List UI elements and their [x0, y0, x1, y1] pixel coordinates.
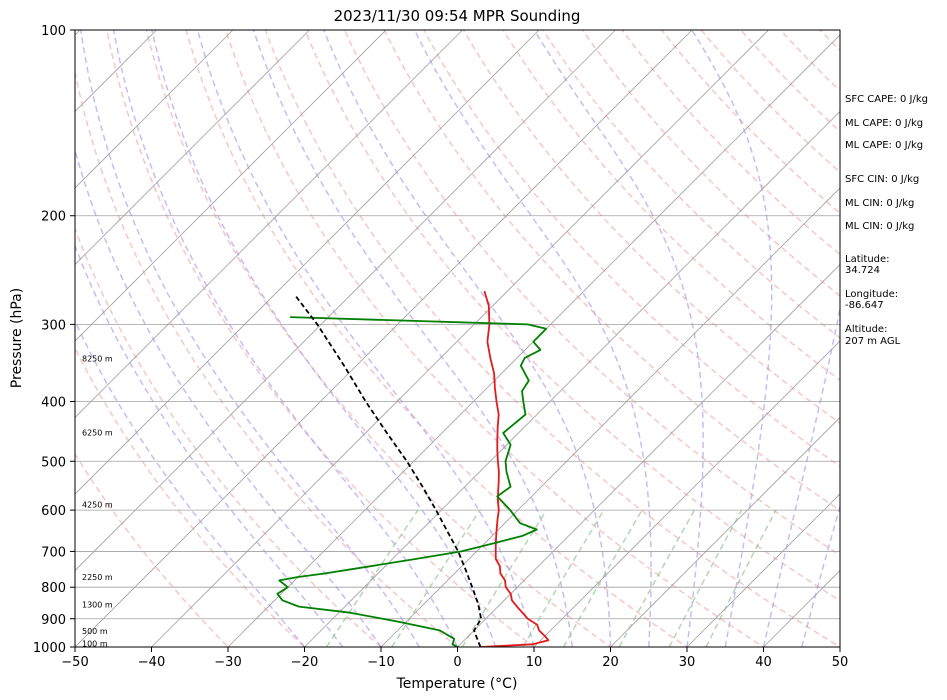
x-tick-label: 10: [526, 655, 543, 670]
dry-adiabat: [145, 30, 612, 647]
ml-cin-label-2: ML CIN: 0 J/kg: [845, 221, 914, 232]
x-tick-label: −10: [367, 655, 394, 670]
profile-line-2: [295, 295, 482, 647]
isotherm: [75, 30, 616, 572]
dry-adiabat: [502, 30, 840, 382]
moist-adiabat: [75, 243, 344, 647]
x-tick-label: −40: [138, 655, 165, 670]
y-tick-label: 700: [41, 545, 66, 560]
moist-adiabat: [79, 30, 420, 647]
dry-adiabat: [185, 30, 689, 647]
background-lines: [0, 30, 840, 647]
altitude-value: 207 m AGL: [845, 336, 901, 347]
moist-adiabat: [196, 30, 535, 647]
moist-adiabat: [112, 30, 459, 647]
y-tick-label: 200: [41, 210, 66, 225]
dry-adiabat: [581, 30, 840, 297]
dry-adiabat: [541, 30, 840, 339]
profile-line-0: [480, 290, 550, 647]
profiles: [276, 290, 550, 647]
isotherm: [75, 30, 693, 647]
y-tick-label: 300: [41, 318, 66, 333]
height-label: 2250 m: [82, 573, 113, 582]
height-label: 100 m: [82, 640, 108, 649]
x-axis: −50 −40 −30 −20 −10 0 10 20 30 40 50: [61, 647, 848, 670]
y-tick-label: 1000: [33, 641, 66, 656]
isotherm: [75, 30, 234, 189]
y-axis: 100 200 300 400 500 600 700 800 900 1000: [33, 24, 75, 656]
x-tick-label: 40: [755, 655, 772, 670]
latitude-value: 34.724: [845, 265, 880, 276]
height-label: 1300 m: [82, 601, 113, 610]
ml-cin-label: ML CIN: 0 J/kg: [845, 198, 914, 209]
x-axis-title: Temperature (°C): [396, 676, 518, 692]
sfc-cin-label: SFC CIN: 0 J/kg: [845, 174, 919, 185]
y-tick-label: 100: [41, 24, 66, 39]
x-tick-label: −50: [61, 655, 88, 670]
dry-adiabat: [106, 30, 536, 647]
dry-adiabat: [75, 69, 459, 647]
height-label: 500 m: [82, 627, 108, 636]
profile-line-1: [276, 316, 548, 647]
mixing-ratio-line: [705, 509, 777, 647]
height-label: 6250 m: [82, 428, 113, 437]
x-tick-label: −30: [214, 655, 241, 670]
ml-cape-label-2: ML CAPE: 0 J/kg: [845, 140, 923, 151]
isotherm: [151, 30, 769, 647]
sfc-cape-label: SFC CAPE: 0 J/kg: [845, 94, 928, 105]
isotherm: [75, 30, 540, 495]
isotherm: [0, 30, 4, 647]
y-tick-label: 400: [41, 395, 66, 410]
moist-adiabat: [323, 30, 612, 647]
isotherm: [75, 30, 310, 266]
moist-adiabat: [75, 147, 382, 647]
latitude-label: Latitude:: [845, 254, 890, 265]
dry-adiabat: [264, 30, 840, 647]
moist-adiabat: [762, 304, 840, 647]
y-tick-label: 800: [41, 581, 66, 596]
y-tick-label: 500: [41, 455, 66, 470]
y-tick-label: 600: [41, 504, 66, 519]
moist-adiabat: [252, 30, 574, 647]
dry-adiabat: [700, 30, 840, 174]
height-labels: 100 m 500 m 1300 m 2250 m 4250 m 6250 m 8250 m: [82, 354, 113, 648]
plot-frame: [74, 29, 841, 648]
moist-adiabat: [151, 30, 497, 647]
moist-adiabat: [691, 30, 773, 647]
isotherm: [533, 340, 840, 647]
dry-adiabat: [75, 346, 306, 647]
isotherm: [75, 30, 463, 419]
isotherm: [75, 30, 387, 342]
ml-cape-label: ML CAPE: 0 J/kg: [845, 118, 923, 129]
mixing-ratio-line: [668, 509, 743, 647]
chart-title: 2023/11/30 09:54 MPR Sounding: [334, 7, 581, 25]
moist-adiabat: [801, 504, 840, 647]
mixing-ratio-line: [562, 509, 643, 647]
y-tick-label: 900: [41, 613, 66, 628]
longitude-value: -86.647: [845, 300, 884, 311]
isotherm: [686, 493, 840, 647]
x-tick-label: 50: [832, 655, 849, 670]
y-axis-title: Pressure (hPa): [9, 288, 25, 388]
x-tick-label: −20: [291, 655, 318, 670]
height-label: 8250 m: [82, 354, 113, 363]
info-panel: SFC CAPE: 0 J/kg ML CAPE: 0 J/kg ML CAPE…: [845, 94, 928, 347]
isotherm: [380, 187, 840, 647]
x-tick-label: 0: [453, 655, 461, 670]
moist-adiabat: [533, 30, 704, 647]
mixing-ratio-line: [522, 509, 605, 647]
isotherm: [610, 416, 840, 647]
moist-adiabat: [413, 30, 652, 647]
altitude-label: Altitude:: [845, 324, 887, 335]
isotherm: [457, 263, 840, 647]
dry-adiabat: [75, 452, 230, 647]
x-tick-label: 20: [602, 655, 619, 670]
dry-adiabat: [224, 30, 765, 647]
height-label: 4250 m: [82, 500, 113, 509]
longitude-label: Longitude:: [845, 289, 898, 300]
x-tick-label: 30: [679, 655, 696, 670]
isotherm: [304, 110, 840, 647]
